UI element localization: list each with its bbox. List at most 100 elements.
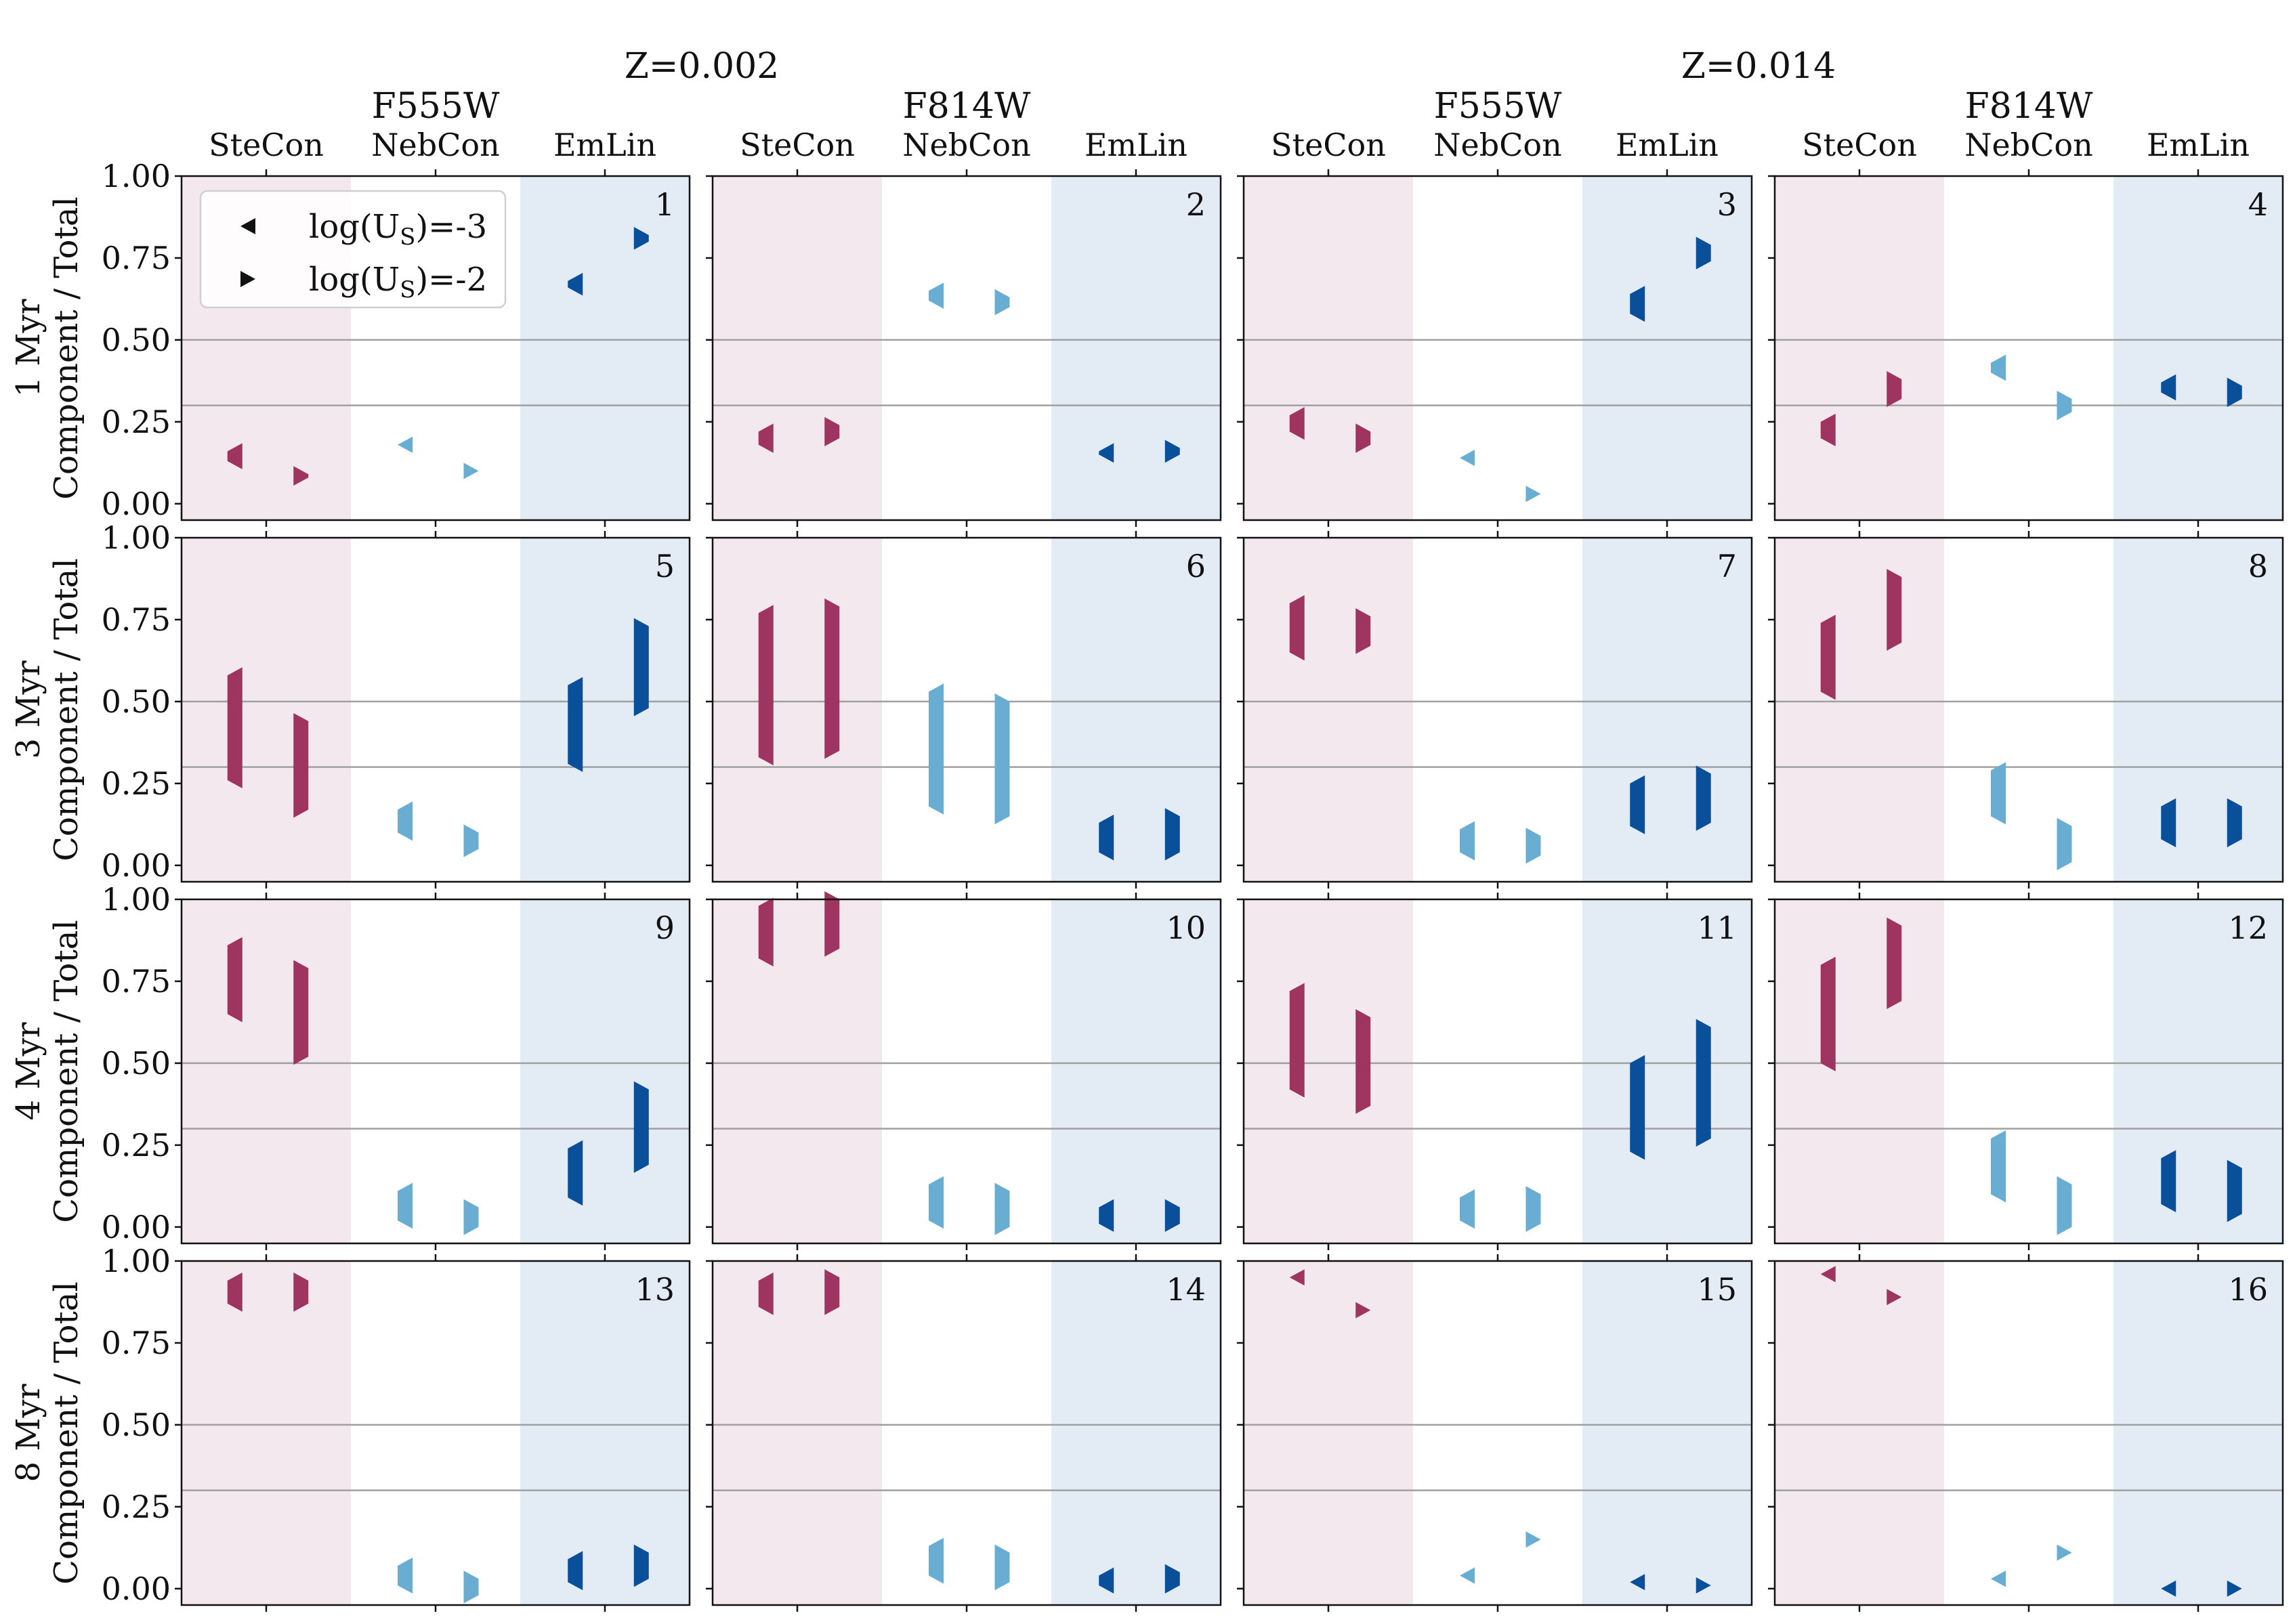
stecon-marker — [227, 667, 243, 789]
nebcon-marker — [463, 824, 479, 857]
nebcon-marker — [2057, 817, 2072, 870]
reference-lines — [182, 339, 2283, 1491]
nebcon-marker — [994, 1544, 1010, 1591]
emlin-band — [1582, 176, 1752, 520]
nebcon-marker — [463, 1570, 479, 1604]
component-label: EmLin — [1085, 127, 1187, 163]
age-label-group: 1 Myr — [9, 299, 47, 397]
stecon-marker — [1820, 1266, 1836, 1283]
nebcon-marker — [1525, 828, 1541, 864]
emlin-marker — [1696, 765, 1711, 831]
panel-number: 6 — [1186, 548, 1206, 584]
stecon-marker — [758, 423, 774, 453]
filter-label: F814W — [903, 86, 1031, 127]
emlin-band — [520, 1261, 690, 1605]
y-tick-label: 1.00 — [102, 881, 171, 918]
emlin-marker — [2227, 798, 2242, 848]
panel-number: 12 — [2228, 910, 2268, 946]
stecon-marker — [227, 1273, 243, 1312]
emlin-marker — [1696, 236, 1711, 270]
y-tick-label: 0.25 — [102, 1489, 171, 1525]
panel-number: 16 — [2228, 1271, 2268, 1308]
legend-label: log(US)=-2 — [309, 261, 487, 303]
emlin-band — [2113, 1261, 2283, 1605]
panel-number: 3 — [1717, 186, 1737, 223]
age-label-group: 4 Myr — [9, 1022, 47, 1120]
nebcon-marker — [1991, 354, 2006, 381]
panel-number: 8 — [2248, 548, 2268, 584]
y-axis-label: Component / Total — [47, 196, 85, 499]
emlin-marker — [2161, 374, 2176, 401]
nebcon-marker — [994, 693, 1010, 825]
nebcon-marker — [1525, 486, 1541, 503]
stecon-band — [713, 538, 882, 882]
nebcon-marker — [463, 1199, 479, 1235]
legend-label: log(US)=-3 — [309, 208, 487, 251]
emlin-marker — [1099, 1199, 1114, 1232]
y-tick-label: 0.50 — [102, 683, 171, 720]
emlin-marker — [568, 272, 583, 296]
nebcon-marker — [463, 463, 479, 479]
nebcon-marker — [2057, 1544, 2072, 1561]
emlin-band — [1051, 176, 1221, 520]
y-tick-label: 0.00 — [102, 847, 171, 884]
stecon-marker — [1887, 569, 1902, 651]
nebcon-marker — [1991, 1570, 2006, 1587]
emlin-band — [2113, 899, 2283, 1243]
nebcon-marker — [1460, 821, 1475, 861]
y-tick-label: 0.75 — [102, 1325, 171, 1361]
emlin-marker — [633, 618, 649, 717]
component-label: SteCon — [1802, 127, 1917, 163]
filter-label: F555W — [372, 86, 500, 127]
age-label: 4 Myr — [9, 1022, 47, 1120]
stecon-marker — [1355, 423, 1371, 453]
emlin-marker — [1099, 814, 1114, 861]
stecon-marker — [1355, 608, 1371, 654]
stecon-marker — [824, 416, 840, 447]
y-tick-label: 0.50 — [102, 1407, 171, 1443]
stecon-band — [1244, 899, 1413, 1243]
y-axis-label: Component / Total — [47, 1281, 85, 1584]
nebcon-marker — [398, 1557, 413, 1594]
stecon-band — [1775, 538, 1944, 882]
stecon-marker — [1355, 1302, 1371, 1319]
stecon-marker — [1355, 1009, 1371, 1114]
stecon-band — [713, 176, 882, 520]
emlin-band — [520, 538, 690, 882]
component-label: NebCon — [902, 127, 1030, 163]
axes — [175, 169, 2284, 1612]
stecon-band — [1775, 1261, 1944, 1605]
panel-number: 15 — [1697, 1271, 1737, 1308]
stecon-marker — [293, 712, 309, 818]
emlin-marker — [1630, 286, 1645, 322]
nebcon-marker — [1525, 1186, 1541, 1232]
stecon-band — [182, 899, 351, 1243]
emlin-marker — [1164, 1199, 1180, 1232]
stecon-marker — [1887, 917, 1902, 1009]
component-label: EmLin — [553, 127, 656, 163]
emlin-marker — [1099, 443, 1114, 463]
emlin-marker — [633, 1544, 649, 1587]
component-label: NebCon — [1433, 127, 1561, 163]
filter-label: F555W — [1434, 86, 1562, 127]
stecon-band — [182, 538, 351, 882]
emlin-band — [1582, 1261, 1752, 1605]
stecon-marker — [293, 466, 309, 486]
emlin-marker — [2227, 1580, 2242, 1597]
component-label: EmLin — [2147, 127, 2250, 163]
emlin-marker — [2227, 1159, 2242, 1222]
emlin-marker — [568, 1140, 583, 1206]
right-triangle-legend-marker — [240, 271, 255, 287]
emlin-marker — [1696, 1577, 1711, 1594]
y-tick-label: 0.75 — [102, 601, 171, 638]
nebcon-marker — [1991, 1130, 2006, 1203]
stecon-band — [1244, 1261, 1413, 1605]
stecon-band — [713, 899, 882, 1243]
stecon-marker — [1820, 614, 1836, 700]
nebcon-marker — [398, 801, 413, 841]
panel-number: 7 — [1717, 548, 1737, 584]
panel-number: 11 — [1697, 910, 1737, 946]
y-tick-label: 0.50 — [102, 322, 171, 358]
emlin-band — [2113, 538, 2283, 882]
nebcon-marker — [398, 1182, 413, 1229]
